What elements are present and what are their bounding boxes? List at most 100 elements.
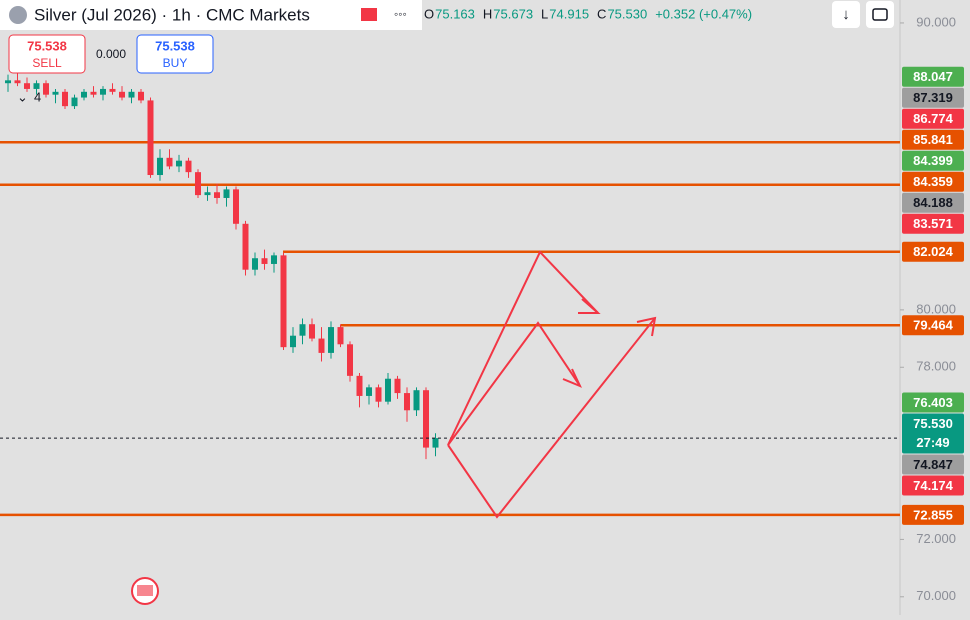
price-badge-label: 75.530 xyxy=(913,416,953,431)
candle-body xyxy=(52,91,59,95)
candle-body xyxy=(271,255,277,264)
candle-body xyxy=(5,80,11,84)
arrow-head xyxy=(562,368,583,388)
symbol-icon xyxy=(9,6,27,24)
buy-price[interactable]: 75.538 xyxy=(155,38,195,53)
candle-body xyxy=(14,80,21,84)
price-badge-label: 72.855 xyxy=(913,507,953,522)
candle-body xyxy=(404,393,410,411)
ohlc-key: L xyxy=(541,6,548,21)
price-badge xyxy=(902,150,964,171)
ohlc-key: H xyxy=(483,6,492,21)
sell-button[interactable] xyxy=(8,34,86,74)
price-badge xyxy=(902,66,964,87)
indicators-count[interactable]: 4 xyxy=(34,89,41,104)
price-badge-label: 82.024 xyxy=(913,244,954,259)
price-badge xyxy=(902,315,964,336)
drawing-arrow xyxy=(447,317,656,519)
candle-body xyxy=(290,335,296,348)
candle-body xyxy=(413,390,420,411)
candle-body xyxy=(204,192,211,196)
collapse-icon[interactable]: ⌄ xyxy=(17,89,28,104)
fullscreen-icon[interactable] xyxy=(872,8,888,21)
candle-body xyxy=(147,100,154,176)
price-badge-label: 88.047 xyxy=(913,69,953,84)
countdown: 27:49 xyxy=(916,435,949,450)
price-badge xyxy=(902,129,964,150)
flag-icon[interactable] xyxy=(361,8,377,21)
drawings xyxy=(447,250,657,519)
price-badge-label: 87.319 xyxy=(913,90,953,105)
candle-body xyxy=(432,438,439,448)
price-badge-label: 85.841 xyxy=(913,132,953,147)
candle-body xyxy=(299,324,306,336)
price-badge-label: 84.399 xyxy=(913,153,953,168)
price-badge-label: 74.174 xyxy=(913,478,954,493)
candle-body xyxy=(242,223,249,270)
candle-body xyxy=(128,91,135,98)
ohlc-key: O xyxy=(424,6,434,21)
y-tick-label: 80.000 xyxy=(916,301,956,316)
candle-body xyxy=(223,189,230,198)
ohlc-value: 74.915 xyxy=(549,6,589,21)
y-tick-label: 90.000 xyxy=(916,14,956,29)
price-badge-label: 84.359 xyxy=(913,174,953,189)
sell-price[interactable]: 75.538 xyxy=(27,38,67,53)
price-badge xyxy=(902,475,964,496)
ohlc-value: 75.530 xyxy=(607,6,647,21)
download-button[interactable] xyxy=(832,1,860,28)
sell-label[interactable]: SELL xyxy=(32,56,62,70)
spread: 0.000 xyxy=(96,47,126,61)
price-axis: 90.000 80.000 78.000 72.000 70.000 88.047 87.3… xyxy=(900,14,964,603)
price-badge-label: 86.774 xyxy=(913,111,954,126)
candle-body xyxy=(43,83,49,95)
candle-body xyxy=(166,157,173,167)
price-badge-label: 84.188 xyxy=(913,195,953,210)
candle-body xyxy=(24,83,30,89)
candle-body xyxy=(394,378,401,394)
candle-body xyxy=(71,97,78,107)
price-badge xyxy=(902,171,964,192)
drawing-arrow xyxy=(447,321,581,446)
price-badge xyxy=(902,192,964,213)
candle-body xyxy=(375,387,382,402)
buy-button[interactable] xyxy=(136,34,214,74)
candle-body xyxy=(176,160,182,167)
price-badge xyxy=(902,392,964,413)
price-badge xyxy=(902,413,964,454)
fullscreen-button[interactable] xyxy=(866,1,894,28)
candle-body xyxy=(366,387,372,396)
candle-body xyxy=(423,390,429,448)
price-badge-label: 76.403 xyxy=(913,395,953,410)
candle-body xyxy=(356,375,363,396)
price-badge xyxy=(902,213,964,234)
price-badge xyxy=(902,504,964,525)
candle-body xyxy=(328,327,334,353)
price-badge xyxy=(902,87,964,108)
candle-body xyxy=(90,91,97,95)
ohlc: O 75.163 H 75.673 L 74.915 C 75.530 +0.352 (+0.4… xyxy=(424,6,752,21)
more-icon[interactable]: ◦◦◦ xyxy=(394,7,407,21)
header-bg xyxy=(0,0,422,30)
candle-body xyxy=(185,160,192,173)
candle-body xyxy=(337,327,344,345)
candle-body xyxy=(309,324,315,339)
candle-body xyxy=(261,258,268,264)
candle-body xyxy=(81,91,87,98)
ohlc-key: C xyxy=(597,6,606,21)
arrow-head xyxy=(578,298,601,314)
candle-body xyxy=(62,91,68,107)
price-badge-label: 74.847 xyxy=(913,457,953,472)
candle-body xyxy=(280,255,287,348)
candle-body xyxy=(214,192,220,198)
candle-body xyxy=(318,338,325,353)
download-icon[interactable]: ↓ xyxy=(842,6,850,23)
y-tick-label: 78.000 xyxy=(916,359,956,374)
candle-body xyxy=(157,157,163,176)
buy-label[interactable]: BUY xyxy=(163,56,188,70)
price-badge xyxy=(902,454,964,475)
candle-body xyxy=(195,172,201,196)
